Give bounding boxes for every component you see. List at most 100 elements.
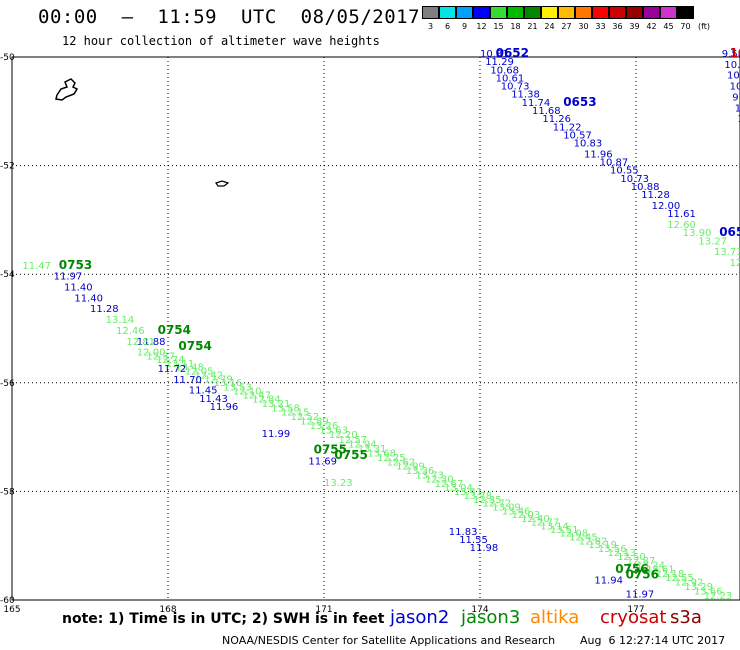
scale-label: 3	[427, 22, 434, 31]
time-label: 0755	[334, 448, 367, 462]
jason2-value-label: 10.35	[727, 71, 740, 82]
jason2-value-label: 9.44	[732, 92, 740, 103]
jason3-value-mark: 12.15	[281, 408, 310, 419]
scale-swatch	[626, 6, 643, 19]
x-tick-label: 177	[627, 605, 644, 615]
jason2-value-label: 10.55	[610, 166, 639, 177]
legend-s3a: s3a	[670, 607, 702, 628]
scale-swatch	[558, 6, 575, 19]
jason3-value-mark: 12.99	[396, 462, 425, 473]
scale-label: 45	[663, 22, 674, 31]
jason2-value-label: 11.97	[54, 272, 83, 283]
jason3-value-label: 11.47	[22, 261, 51, 272]
jason2-value-label: 10.44	[730, 82, 740, 93]
scale-label: 36	[612, 22, 623, 31]
note-text: note: 1) Time is in UTC; 2) SWH is in fe…	[62, 611, 385, 627]
jason2-value-label: 11.55	[459, 535, 488, 546]
jason2-value-label: 10.73	[501, 82, 530, 93]
y-tick-label: -58	[0, 487, 15, 497]
scale-swatch	[507, 6, 524, 19]
scale-swatch	[456, 6, 473, 19]
jason3-value-mark: 12.05	[185, 366, 214, 377]
jason3-value-mark: 12.89	[300, 417, 329, 428]
jason2-value-label: 12.00	[652, 201, 681, 212]
jason3-value-mark: 13.26	[310, 421, 339, 432]
page-title: 00:00 – 11:59 UTC 08/05/2017	[38, 6, 421, 28]
jason2-value-label: 11.94	[594, 576, 623, 587]
scale-label: 15	[493, 22, 504, 31]
x-tick-label: 165	[3, 605, 20, 615]
jason3-value-mark: 13.46	[502, 506, 531, 517]
jason3-value-mark: 12.20	[329, 430, 358, 441]
jason3-value-mark: 13.14	[540, 521, 569, 532]
scale-swatch	[439, 6, 456, 19]
time-label: 0756	[626, 567, 659, 581]
scale-swatch	[677, 6, 694, 19]
scale-swatch	[422, 6, 439, 19]
time-label: 0755	[314, 442, 347, 456]
jason2-value-label: 11.70	[173, 375, 202, 386]
y-tick-label: -54	[0, 270, 15, 280]
x-tick-label: 174	[471, 605, 488, 615]
time-label: 0754	[178, 339, 211, 353]
jason2-value-label: 11.38	[511, 90, 540, 101]
legend-jason2: jason2	[390, 607, 450, 628]
scale-unit: (ft)	[697, 22, 711, 31]
jason2-value-label: 11.83	[449, 527, 478, 538]
scale-label: 12	[476, 22, 487, 31]
jason3-value-mark: 12.40	[521, 514, 550, 525]
jason3-value-mark: 12.74	[156, 355, 185, 366]
jason2-value-label: 11.45	[189, 386, 218, 397]
jason3-value-label: 13.14	[106, 315, 135, 326]
jason3-value-mark: 12.08	[559, 529, 588, 540]
jason3-value-mark: 13.51	[550, 525, 579, 536]
scale-swatch	[660, 6, 677, 19]
jason3-value-mark: 12.82	[579, 536, 608, 547]
jason3-value-mark: 12.18	[656, 569, 685, 580]
scale-label: 27	[561, 22, 572, 31]
jason3-value-mark: 13.63	[319, 426, 348, 437]
jason3-value-mark: 12.57	[339, 435, 368, 446]
jason2-value-label: 10.83	[574, 139, 603, 150]
island-outline	[55, 78, 79, 101]
island-outline	[215, 180, 230, 187]
jason3-value-mark: 13.53	[223, 382, 252, 393]
jason3-value-mark: 13.56	[598, 544, 627, 555]
time-label: 0756	[615, 562, 648, 576]
jason2-value-label: 10.81	[480, 49, 509, 60]
jason2-value-label: 10.87	[600, 158, 629, 169]
jason2-value-label: 11.68	[532, 106, 561, 117]
jason3-value-mark: 12.94	[348, 439, 377, 450]
page-subtitle: 12 hour collection of altimeter wave hei…	[62, 34, 380, 48]
jason3-value-label: 13.73	[714, 247, 740, 258]
jason3-value-label: 12.60	[667, 220, 696, 231]
jason3-value-mark: 12.87	[627, 556, 656, 567]
scale-swatch	[473, 6, 490, 19]
time-label: 10	[730, 46, 740, 60]
y-tick-label: -52	[0, 162, 15, 172]
jason3-value-label: 12.83	[730, 258, 740, 269]
jason3-value-mark: 12.62	[387, 457, 416, 468]
jason3-value-mark: 12.50	[617, 552, 646, 563]
jason2-value-label: 11.29	[485, 57, 514, 68]
jason3-value-mark: 13.66	[694, 586, 723, 597]
jason3-value-mark: 12.84	[252, 395, 281, 406]
jason3-value-mark: 12.52	[291, 412, 320, 423]
scale-swatch	[609, 6, 626, 19]
jason3-value-mark: 12.30	[425, 475, 454, 486]
time-label: 0753	[59, 258, 92, 272]
jason3-value-mark: 12.37	[146, 351, 175, 362]
jason3-value-label: 12.46	[116, 326, 145, 337]
jason2-value-label: 10.88	[631, 182, 660, 193]
jason2-value-label: 10.73	[620, 174, 649, 185]
jason3-value-mark: 13.29	[684, 582, 713, 593]
jason3-value-mark: 12.67	[435, 479, 464, 490]
jason3-value-mark: 12.03	[511, 510, 540, 521]
jason3-value-mark: 13.31	[358, 444, 387, 455]
scale-label: 70	[680, 22, 691, 31]
scale-label: 30	[578, 22, 589, 31]
jason2-value-label: 11.96	[210, 402, 239, 413]
jason3-value-mark: 12.13	[608, 548, 637, 559]
jason3-value-mark: 13.21	[262, 399, 291, 410]
